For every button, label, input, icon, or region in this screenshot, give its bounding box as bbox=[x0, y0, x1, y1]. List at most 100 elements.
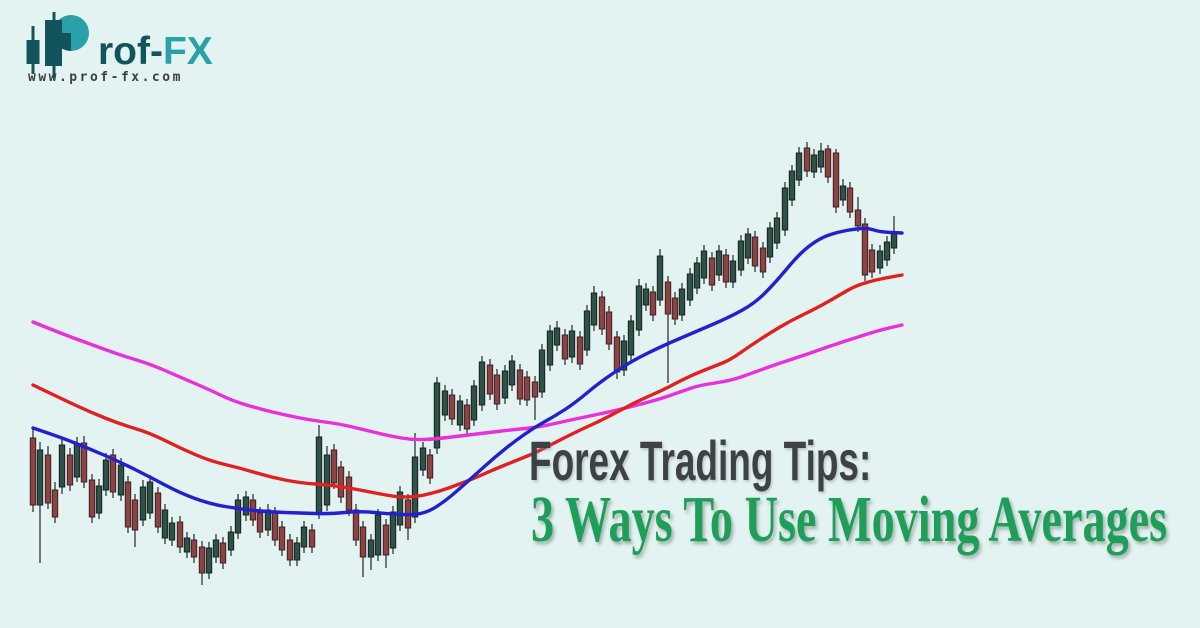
bull-candle bbox=[433, 382, 441, 449]
bear-candle bbox=[198, 546, 206, 574]
brand-name: rof-FX bbox=[98, 30, 213, 74]
headline-line1: Forex Trading Tips: bbox=[529, 429, 872, 492]
bear-candle bbox=[861, 223, 869, 276]
bear-candle bbox=[854, 209, 862, 227]
bull-candle bbox=[168, 522, 176, 541]
bull-candle bbox=[501, 370, 509, 399]
bull-candle bbox=[139, 486, 147, 521]
bear-candle bbox=[448, 394, 456, 420]
bear-candle bbox=[66, 454, 74, 486]
bull-candle bbox=[456, 400, 464, 426]
bull-candle bbox=[183, 537, 191, 553]
bear-candle bbox=[359, 526, 367, 558]
bull-candle bbox=[686, 273, 694, 301]
bear-candle bbox=[382, 524, 390, 556]
bull-candle bbox=[117, 464, 125, 496]
candlestick-logo-icon bbox=[26, 12, 89, 78]
bear-candle bbox=[561, 334, 569, 360]
bull-candle bbox=[839, 185, 847, 201]
bull-candle bbox=[766, 227, 774, 258]
bull-candle bbox=[293, 542, 301, 561]
bear-candle bbox=[80, 442, 88, 483]
bear-candle bbox=[256, 512, 264, 533]
brand-website: www.prof-fx.com bbox=[28, 70, 183, 85]
bull-candle bbox=[315, 436, 323, 514]
bull-candle bbox=[411, 456, 419, 518]
bull-candle bbox=[441, 390, 449, 416]
bull-candle bbox=[876, 250, 884, 269]
bull-candle bbox=[227, 531, 235, 551]
bear-candle bbox=[44, 454, 52, 504]
bull-candle bbox=[73, 443, 81, 478]
bear-candle bbox=[463, 404, 471, 430]
bear-candle bbox=[330, 449, 338, 484]
bull-candle bbox=[470, 385, 478, 421]
bear-candle bbox=[824, 148, 832, 178]
brand-logo: rof-FX www.prof-fx.com bbox=[24, 6, 284, 96]
bull-candle bbox=[212, 539, 220, 558]
bull-candle bbox=[883, 241, 891, 261]
bear-candle bbox=[751, 236, 759, 267]
bull-candle bbox=[773, 217, 781, 244]
brand-name-suffix: FX bbox=[162, 30, 213, 73]
bear-candle bbox=[29, 437, 37, 506]
moving-average-line bbox=[31, 273, 904, 499]
bear-candle bbox=[352, 509, 360, 541]
bear-candle bbox=[426, 454, 434, 479]
bull-candle bbox=[508, 360, 516, 386]
bear-candle bbox=[345, 476, 353, 511]
bull-candle bbox=[300, 526, 308, 548]
bear-candle bbox=[486, 364, 494, 395]
bear-candle bbox=[722, 254, 730, 283]
bull-candle bbox=[627, 320, 635, 356]
bull-candle bbox=[620, 340, 628, 371]
bear-candle bbox=[190, 539, 198, 558]
bull-candle bbox=[95, 485, 103, 514]
bull-candle bbox=[656, 255, 664, 301]
bull-candle bbox=[788, 170, 796, 201]
bull-candle bbox=[102, 459, 110, 491]
bear-candle bbox=[576, 336, 584, 365]
bear-candle bbox=[154, 492, 162, 528]
bull-candle bbox=[635, 285, 643, 331]
bear-candle bbox=[649, 291, 657, 316]
bear-candle bbox=[493, 374, 501, 405]
bull-candle bbox=[744, 233, 752, 259]
bull-candle bbox=[478, 361, 486, 406]
bull-candle bbox=[234, 499, 242, 534]
bull-candle bbox=[553, 327, 561, 346]
bull-candle bbox=[583, 310, 591, 351]
bear-candle bbox=[523, 376, 531, 401]
bull-candle bbox=[367, 539, 375, 558]
bull-candle bbox=[323, 454, 331, 506]
bull-candle bbox=[146, 481, 154, 514]
bear-candle bbox=[131, 499, 139, 531]
bear-candle bbox=[605, 311, 613, 345]
bull-candle bbox=[729, 260, 737, 283]
bull-candle bbox=[205, 547, 213, 574]
bear-candle bbox=[51, 489, 59, 518]
bear-candle bbox=[308, 529, 316, 548]
bear-candle bbox=[846, 187, 854, 213]
bear-candle bbox=[278, 526, 286, 551]
bull-candle bbox=[700, 250, 708, 279]
bear-candle bbox=[664, 281, 672, 315]
bull-candle bbox=[374, 514, 382, 556]
bull-candle bbox=[810, 154, 818, 173]
bull-candle bbox=[678, 288, 686, 316]
bull-candle bbox=[389, 511, 397, 549]
bull-candle bbox=[642, 288, 650, 306]
bear-candle bbox=[337, 466, 345, 498]
bull-candle bbox=[538, 349, 546, 393]
bear-candle bbox=[176, 521, 184, 548]
bear-candle bbox=[271, 512, 279, 541]
bull-candle bbox=[396, 491, 404, 526]
bear-candle bbox=[803, 147, 811, 172]
bull-candle bbox=[781, 187, 789, 231]
bull-candle bbox=[693, 262, 701, 289]
bull-candle bbox=[419, 447, 427, 471]
bull-candle bbox=[795, 152, 803, 181]
bear-candle bbox=[109, 454, 117, 493]
bear-candle bbox=[708, 257, 716, 286]
